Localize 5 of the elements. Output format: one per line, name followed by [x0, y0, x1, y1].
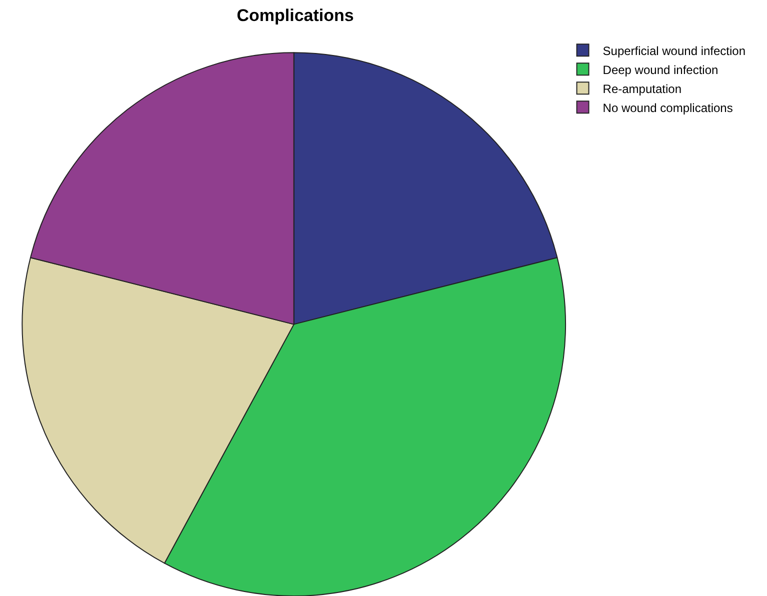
- legend-label: Re-amputation: [602, 82, 682, 96]
- legend-label: Deep wound infection: [602, 62, 718, 77]
- chart-title: Complications: [236, 6, 354, 25]
- legend-label: No wound complications: [602, 100, 733, 115]
- legend-label: Superficial wound infection: [602, 44, 746, 58]
